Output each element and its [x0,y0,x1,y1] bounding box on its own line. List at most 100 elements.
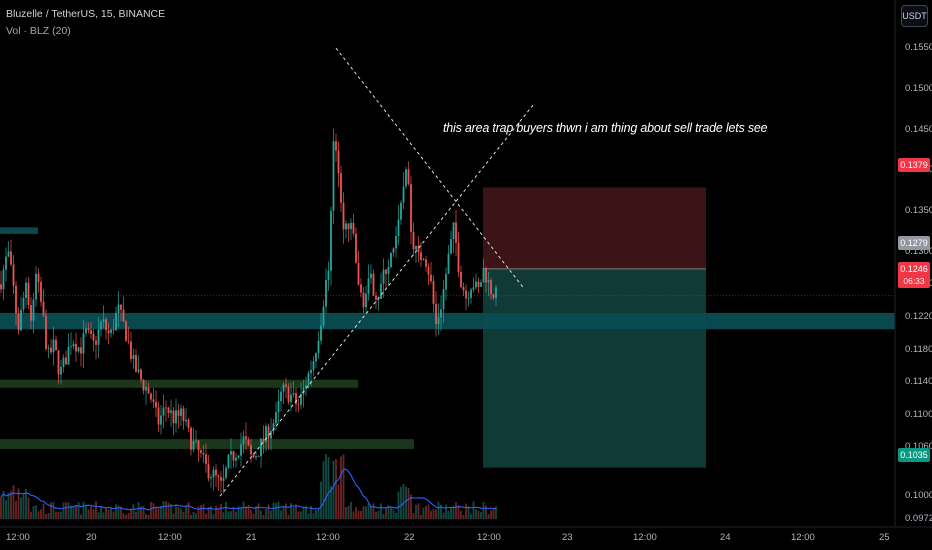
candle-body [337,150,340,174]
volume-bar [120,506,122,519]
volume-bar [425,505,427,519]
symbol-title[interactable]: Bluzelle / TetherUS, 15, BINANCE [6,8,166,20]
candle-body [287,386,290,402]
candle-body [132,354,135,359]
volume-bar [337,484,340,519]
volume-bar [452,505,455,519]
candle [50,339,52,355]
candle [430,262,432,284]
candle [232,450,235,468]
candle-body [182,408,185,422]
volume-bar [157,508,160,519]
candle [485,266,487,293]
candle-body [130,341,132,359]
volume-bar [92,509,95,519]
volume-bar [460,510,462,519]
candle-body [40,281,42,302]
candle [295,387,297,413]
candle [445,267,447,301]
candle [117,291,120,327]
candle [70,332,72,356]
candle [115,306,117,332]
candle [157,401,160,432]
candle-body [365,293,367,308]
candle-body [95,340,97,345]
candle [0,270,2,294]
volume-bar [27,497,30,519]
candle-body [310,369,312,374]
volume-bar [375,511,377,519]
volume-bar [110,507,112,519]
candle [410,175,412,245]
volume-bar [90,506,92,519]
candle-body [145,387,147,391]
candle [72,340,75,350]
volume-indicator-legend[interactable]: Vol · BLZ (20) [6,25,71,37]
candle-body [45,315,47,349]
volume-bar [220,503,222,519]
candle-body [320,325,322,341]
candle-body [425,259,427,267]
volume-bar [187,502,190,519]
candle-body [47,347,50,349]
candle [217,473,220,491]
candle-body [195,440,197,442]
candle [322,300,325,329]
candle-body [37,273,40,282]
volume-bar [405,486,407,519]
currency-button[interactable]: USDT [901,5,928,27]
candle-body [177,410,180,416]
time-tick-label: 22 [404,532,415,543]
candle-body [442,289,445,310]
volume-bar [300,511,302,519]
candle [385,269,387,289]
volume-bar [87,509,90,519]
candle-body [412,232,415,250]
candle [97,316,100,359]
volume-bar [447,510,450,519]
candle [465,284,467,311]
candle-body [265,426,267,442]
volume-bar [285,503,287,519]
volume-bar [380,503,382,519]
volume-bar [152,503,155,519]
volume-bar [290,503,292,519]
candle-body [25,282,27,298]
candle-body [17,313,20,331]
candle-body [122,309,125,322]
candle [490,277,492,300]
candle [15,280,17,326]
volume-bar [17,488,20,519]
candle-body [107,330,110,334]
candle [132,348,135,369]
candle [377,296,380,311]
volume-bar [272,502,275,519]
time-tick-label: 12:00 [316,532,340,543]
candle [242,430,245,454]
candle-body [317,340,320,354]
candle-body [7,251,10,257]
candle [187,418,190,433]
price-tick-label: 0.1500 [905,82,932,94]
volume-bar [225,501,227,519]
candle [290,382,292,411]
candle-body [212,469,215,478]
volume-bar [122,513,125,519]
candle [422,257,425,261]
candle [235,453,237,468]
candle [20,296,22,332]
candle-body [447,253,450,274]
volume-bar [455,502,457,519]
chart-annotation[interactable]: this area trap buyers thwn i am thing ab… [443,121,768,135]
candle [167,406,170,418]
candle [200,448,202,458]
candle-body [325,279,327,307]
candle-body [160,415,162,425]
zones-layer [0,187,895,468]
candle-body [400,202,402,220]
candle [225,465,227,480]
candle [300,382,302,410]
candle [375,291,377,310]
time-tick-label: 12:00 [477,532,501,543]
